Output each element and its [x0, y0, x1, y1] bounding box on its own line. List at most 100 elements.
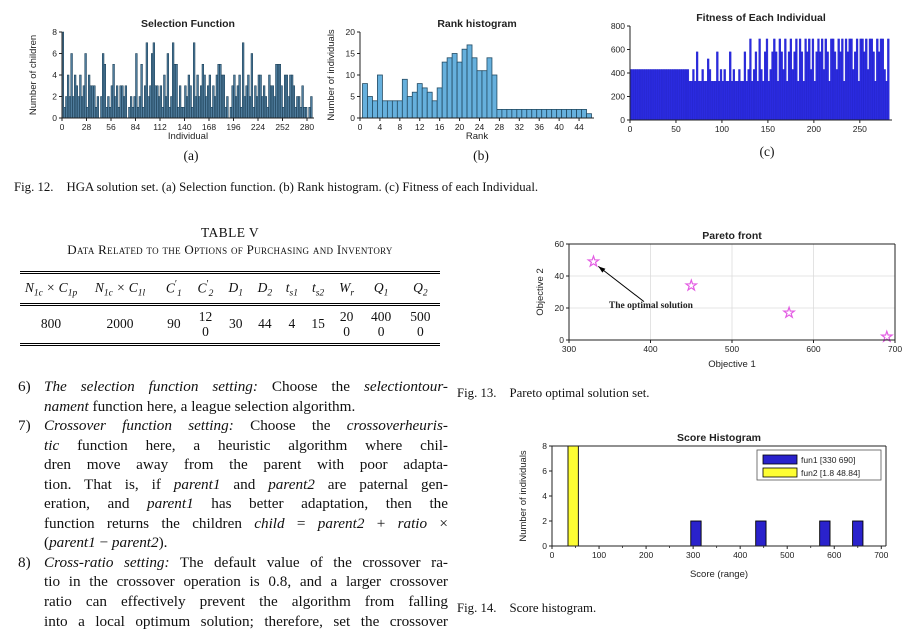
pareto-front-chart: 300 400 500 600 700 0 20 40 60 Pareto front Object… [535, 230, 903, 370]
table5-header-cell: D1 [221, 272, 251, 307]
series-bars [690, 520, 864, 547]
fitness-chart: 0 50 100 150 200 250 0 200 400 600 800 Fitness of E… [611, 12, 892, 134]
svg-text:196: 196 [226, 122, 240, 132]
panel-label-a: (a) [183, 148, 199, 163]
svg-text:600: 600 [611, 45, 625, 55]
table5-header-cell: Q2 [400, 272, 440, 307]
table5-header-cell: Wr [331, 272, 362, 307]
svg-text:12: 12 [415, 122, 425, 132]
svg-text:15: 15 [346, 49, 356, 59]
table5-value-cell: 44 [258, 316, 272, 332]
svg-text:252: 252 [275, 122, 289, 132]
table5-header-cell: C′2 [189, 272, 222, 307]
y-axis-label: Number of individuals [326, 29, 337, 121]
figure13-caption-text: Pareto optimal solution set. [509, 386, 650, 400]
svg-text:0: 0 [550, 550, 555, 560]
table5-title: TABLE V [200, 225, 260, 240]
annotation-arrowhead [598, 266, 606, 273]
figure13-caption-label: Fig. 13. [457, 386, 497, 400]
pareto-star-marker [684, 278, 699, 292]
svg-text:0: 0 [620, 115, 625, 125]
svg-text:224: 224 [251, 122, 265, 132]
svg-text:300: 300 [686, 550, 700, 560]
svg-text:150: 150 [761, 124, 775, 134]
svg-text:4: 4 [52, 70, 57, 80]
chart-title: Score Histogram [677, 432, 761, 444]
figure14-caption: Fig. 14. Score histogram. [457, 601, 596, 616]
body-text-line: dren move away from the parent with poor… [44, 456, 448, 474]
body-text: 6) The selection function setting: Choose… [16, 377, 448, 631]
body-text-line: tio in the crossover operation is 0.8, a… [44, 573, 448, 591]
svg-text:36: 36 [534, 122, 544, 132]
figure14-panel: 0 100 200 300 400 500 600 700 0 2 4 6 8 Score Histogr… [512, 428, 904, 586]
panel-label-b: (b) [473, 148, 489, 163]
ticks: 0 50 100 150 200 250 0 200 400 600 800 [611, 21, 867, 134]
svg-text:8: 8 [52, 27, 57, 37]
body-text-line: function returns the children child = pa… [44, 514, 448, 532]
list-item-number: 8) [18, 553, 31, 571]
body-text-line: ratio can effectively prevent the algori… [44, 593, 448, 611]
x-axis-label: Rank [466, 131, 488, 142]
svg-text:168: 168 [202, 122, 216, 132]
svg-text:2: 2 [542, 516, 547, 526]
y-axis-label: Number of individuals [518, 450, 529, 542]
svg-text:0: 0 [350, 113, 355, 123]
svg-text:0: 0 [52, 113, 57, 123]
body-text-line: Cross-ratio setting: The default value o… [44, 553, 448, 571]
figure14-caption-label: Fig. 14. [457, 601, 497, 615]
table5-value-cell: 4 [288, 316, 296, 332]
svg-text:40: 40 [554, 122, 564, 132]
svg-text:50: 50 [671, 124, 681, 134]
svg-text:100: 100 [592, 550, 606, 560]
table5-value-cell: 12 0 [198, 309, 213, 339]
table5-value-cell: 2000 [106, 316, 134, 332]
svg-text:10: 10 [346, 70, 356, 80]
svg-text:4: 4 [542, 491, 547, 501]
list-item: 7) Crossover function setting: Choose the… [16, 416, 448, 553]
panel-label-c: (c) [759, 144, 775, 159]
body-text-line: into a local optimum solution; therefore… [44, 612, 448, 630]
table5-table: N1c × C1p N1c × C1l C′1 C′2 D1 D2 ts1 ts2 Wr Q1 Q2… [20, 271, 440, 347]
svg-text:5: 5 [350, 92, 355, 102]
labels: Fitness of Each Individual [696, 12, 826, 24]
ticks: 300 400 500 600 700 0 20 40 60 [555, 239, 903, 354]
svg-text:300: 300 [562, 344, 576, 354]
svg-text:200: 200 [639, 550, 653, 560]
svg-text:8: 8 [397, 122, 402, 132]
table5-header-cell: Q1 [361, 272, 401, 307]
svg-text:8: 8 [542, 441, 547, 451]
svg-text:20: 20 [455, 122, 465, 132]
svg-text:28: 28 [495, 122, 505, 132]
table5-header-cell: N1c × C1l [82, 272, 158, 307]
svg-text:44: 44 [574, 122, 584, 132]
svg-text:500: 500 [780, 550, 794, 560]
body-text-line: The selection function setting: Choose t… [44, 378, 448, 395]
svg-text:32: 32 [515, 122, 525, 132]
svg-text:400: 400 [643, 344, 657, 354]
svg-text:0: 0 [628, 124, 633, 134]
grid [568, 243, 896, 341]
figure12-caption: Fig. 12. HGA solution set. (a) Selection … [14, 180, 538, 195]
table5-subtitle: Data Related to the Options of Purchasin… [67, 242, 393, 257]
bars [362, 44, 592, 119]
annotation-arrow [598, 266, 645, 302]
svg-text:2: 2 [52, 92, 57, 102]
body-text-line: eration, and parent1 has better adaptati… [44, 495, 448, 513]
svg-text:112: 112 [153, 122, 167, 132]
y-axis-label: Number of children [28, 35, 39, 115]
table5-value-cell: 30 [229, 316, 243, 332]
svg-text:500: 500 [725, 344, 739, 354]
svg-text:600: 600 [806, 344, 820, 354]
list-item-number: 7) [18, 417, 31, 435]
svg-text:600: 600 [827, 550, 841, 560]
selection-function-chart: 0 28 56 84 112 140 168 196 224 252 28002468Selecti… [28, 18, 314, 142]
figure12-panel-a: 0 28 56 84 112 140 168 196 224 252 280 0 2 4 6 8 Selecti… [26, 16, 320, 164]
svg-text:400: 400 [611, 68, 625, 78]
data-points [586, 254, 894, 343]
table5-value-cell: 20 0 [339, 309, 354, 339]
figure12-panel-b: 0 4 8 12 16 20 24 28 32 36 40 44 0 5 10 15 20 Rank histog… [320, 16, 602, 164]
svg-text:800: 800 [611, 21, 625, 31]
table5-header-cell: N1c × C1p [20, 272, 82, 307]
